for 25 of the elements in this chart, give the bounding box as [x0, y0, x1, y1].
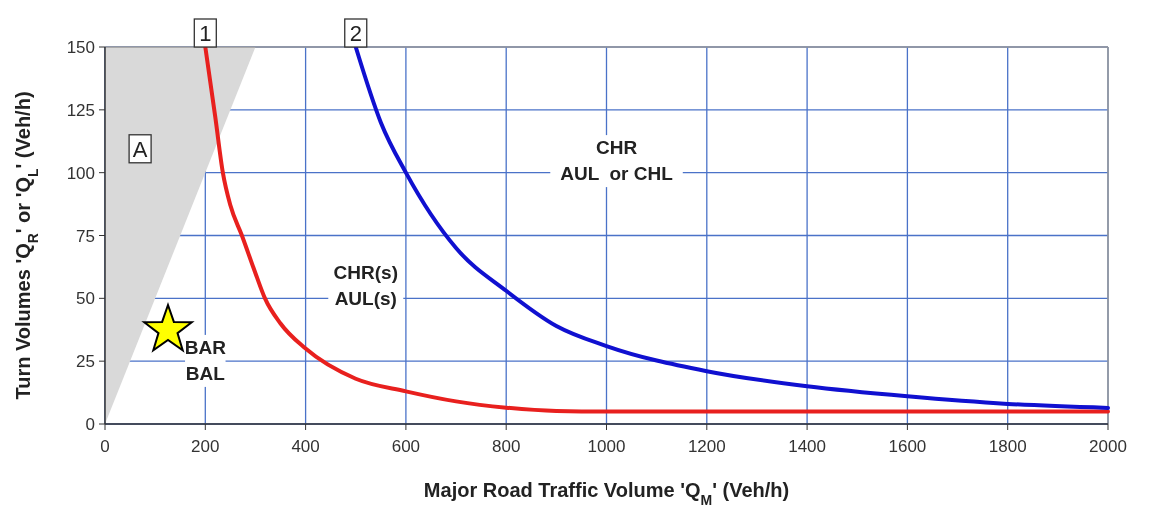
- x-tick-label: 1800: [988, 437, 1027, 456]
- annotation: A: [132, 136, 148, 162]
- x-tick-label: 800: [492, 437, 521, 456]
- y-tick-label: 100: [66, 163, 95, 183]
- y-tick-label: 150: [66, 38, 95, 57]
- x-axis-title: Major Road Traffic Volume 'Q$_{M}$' (Veh/h): [423, 479, 790, 508]
- x-tick-label: 1400: [788, 437, 827, 456]
- y-tick-label: 125: [66, 100, 95, 120]
- y-tick-label: 50: [76, 289, 95, 309]
- annotation: 1: [199, 21, 212, 46]
- annotation: CHR(s) AUL(s): [333, 261, 398, 309]
- annotation: BAR BAL: [184, 336, 227, 384]
- x-tick-label: 600: [391, 437, 421, 456]
- x-tick-label: 1000: [587, 437, 626, 456]
- x-tick-label: 200: [191, 437, 220, 456]
- x-tick-label: 2000: [1089, 437, 1127, 456]
- y-tick-label: 25: [76, 352, 95, 372]
- x-tick-label: 400: [291, 437, 320, 456]
- annotation: 2: [349, 21, 362, 46]
- y-tick-label: 0: [85, 415, 95, 434]
- y-tick-label: 75: [76, 226, 95, 246]
- x-tick-label: 1200: [687, 437, 726, 456]
- annotation: CHR AUL or CHL: [560, 137, 674, 185]
- x-tick-label: 0: [100, 437, 110, 456]
- x-tick-label: 1600: [888, 437, 927, 456]
